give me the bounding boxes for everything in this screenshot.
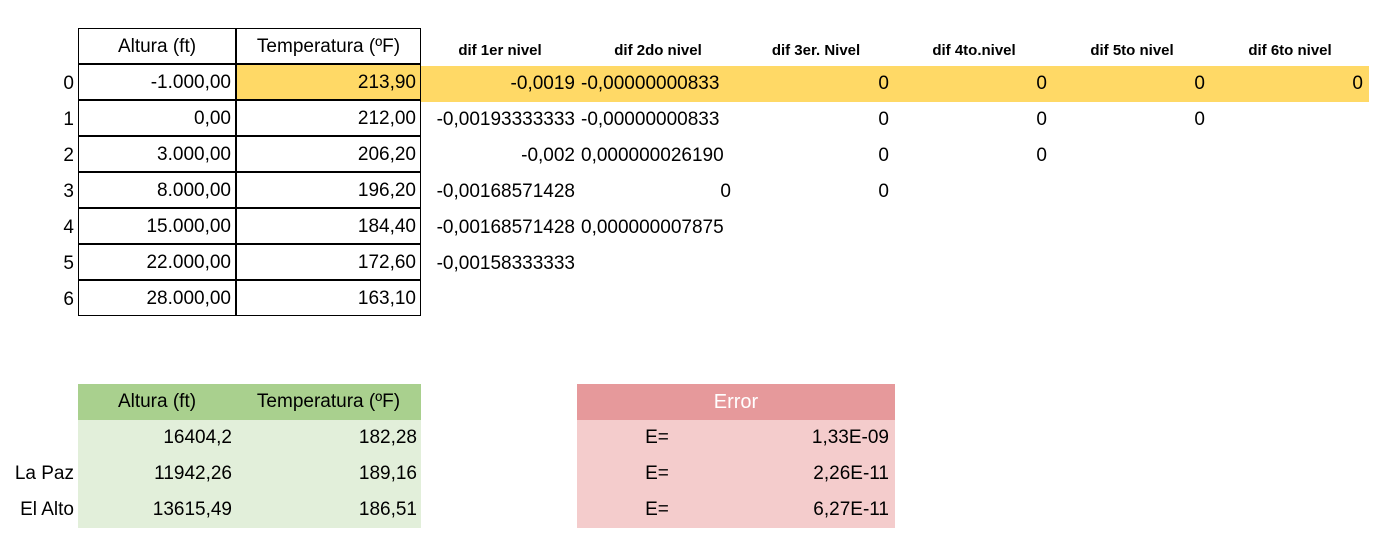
cell-altura[interactable]: 0,00 — [78, 100, 236, 136]
cell-dif2[interactable]: -0,00000000833 — [581, 109, 720, 130]
interp-cell-altura[interactable]: 11942,26 — [78, 456, 236, 492]
cell-dif5[interactable]: 0 — [1194, 73, 1205, 94]
cell-dif5[interactable]: 0 — [1194, 109, 1205, 130]
cell-temperatura[interactable]: 163,10 — [236, 280, 421, 316]
cell-altura[interactable]: 15.000,00 — [78, 208, 236, 244]
header-dif1[interactable]: dif 1er nivel — [458, 42, 542, 59]
error-label[interactable]: E= — [577, 456, 737, 492]
cell-dif4[interactable]: 0 — [1036, 73, 1047, 94]
interp-cell-altura[interactable]: 16404,2 — [78, 420, 236, 456]
cell-temperatura[interactable]: 184,40 — [236, 208, 421, 244]
cell-dif1[interactable]: -0,0019 — [510, 73, 575, 94]
cell-temperatura[interactable]: 212,00 — [236, 100, 421, 136]
interp-cell-temperatura[interactable]: 186,51 — [236, 492, 421, 528]
row-0-highlight — [421, 66, 1369, 102]
row-index[interactable]: 2 — [63, 145, 74, 166]
row-index[interactable]: 1 — [63, 109, 74, 130]
error-value[interactable]: 2,26E-11 — [737, 456, 895, 492]
cell-dif6[interactable]: 0 — [1352, 73, 1363, 94]
cell-dif4[interactable]: 0 — [1036, 109, 1047, 130]
row-index[interactable]: 6 — [63, 289, 74, 310]
cell-dif2[interactable]: 0 — [720, 181, 731, 202]
row-index[interactable]: 3 — [63, 181, 74, 202]
row-index[interactable]: 5 — [63, 253, 74, 274]
cell-dif2[interactable]: -0,00000000833 — [581, 73, 720, 94]
cell-dif4[interactable]: 0 — [1036, 145, 1047, 166]
error-label[interactable]: E= — [577, 492, 737, 528]
error-value[interactable]: 1,33E-09 — [737, 420, 895, 456]
interp-header-altura[interactable]: Altura (ft) — [78, 384, 236, 420]
cell-temperatura[interactable]: 213,90 — [236, 64, 421, 100]
row-index[interactable]: 4 — [63, 217, 74, 238]
interp-cell-temperatura[interactable]: 182,28 — [236, 420, 421, 456]
cell-dif3[interactable]: 0 — [878, 73, 889, 94]
header-altura[interactable]: Altura (ft) — [78, 28, 236, 64]
cell-altura[interactable]: 22.000,00 — [78, 244, 236, 280]
row-index[interactable]: 0 — [63, 73, 74, 94]
interp-cell-altura[interactable]: 13615,49 — [78, 492, 236, 528]
header-dif6[interactable]: dif 6to nivel — [1248, 42, 1332, 59]
header-dif2[interactable]: dif 2do nivel — [614, 42, 702, 59]
header-dif5[interactable]: dif 5to nivel — [1090, 42, 1174, 59]
cell-dif3[interactable]: 0 — [878, 109, 889, 130]
cell-altura[interactable]: -1.000,00 — [78, 64, 236, 100]
interp-cell-temperatura[interactable]: 189,16 — [236, 456, 421, 492]
cell-temperatura[interactable]: 206,20 — [236, 136, 421, 172]
cell-dif1[interactable]: -0,002 — [521, 145, 575, 166]
cell-dif2[interactable]: 0,000000026190 — [581, 145, 724, 166]
error-header[interactable]: Error — [577, 384, 895, 420]
header-dif3[interactable]: dif 3er. Nivel — [771, 42, 861, 59]
cell-dif1[interactable]: -0,00168571428 — [436, 181, 575, 202]
cell-dif2[interactable]: 0,000000007875 — [581, 217, 724, 238]
error-value[interactable]: 6,27E-11 — [737, 492, 895, 528]
interp-row-label[interactable]: El Alto — [20, 499, 74, 520]
cell-altura[interactable]: 8.000,00 — [78, 172, 236, 208]
cell-altura[interactable]: 28.000,00 — [78, 280, 236, 316]
cell-temperatura[interactable]: 196,20 — [236, 172, 421, 208]
error-label[interactable]: E= — [577, 420, 737, 456]
cell-dif3[interactable]: 0 — [878, 181, 889, 202]
cell-temperatura[interactable]: 172,60 — [236, 244, 421, 280]
cell-dif1[interactable]: -0,00193333333 — [436, 109, 575, 130]
cell-dif1[interactable]: -0,00158333333 — [436, 253, 575, 274]
interp-header-temperatura[interactable]: Temperatura (ºF) — [236, 384, 421, 420]
header-dif4[interactable]: dif 4to.nivel — [932, 42, 1016, 59]
interp-row-label[interactable]: La Paz — [14, 463, 74, 484]
cell-dif1[interactable]: -0,00168571428 — [436, 217, 575, 238]
header-temperatura[interactable]: Temperatura (ºF) — [236, 28, 421, 64]
cell-altura[interactable]: 3.000,00 — [78, 136, 236, 172]
cell-dif3[interactable]: 0 — [878, 145, 889, 166]
